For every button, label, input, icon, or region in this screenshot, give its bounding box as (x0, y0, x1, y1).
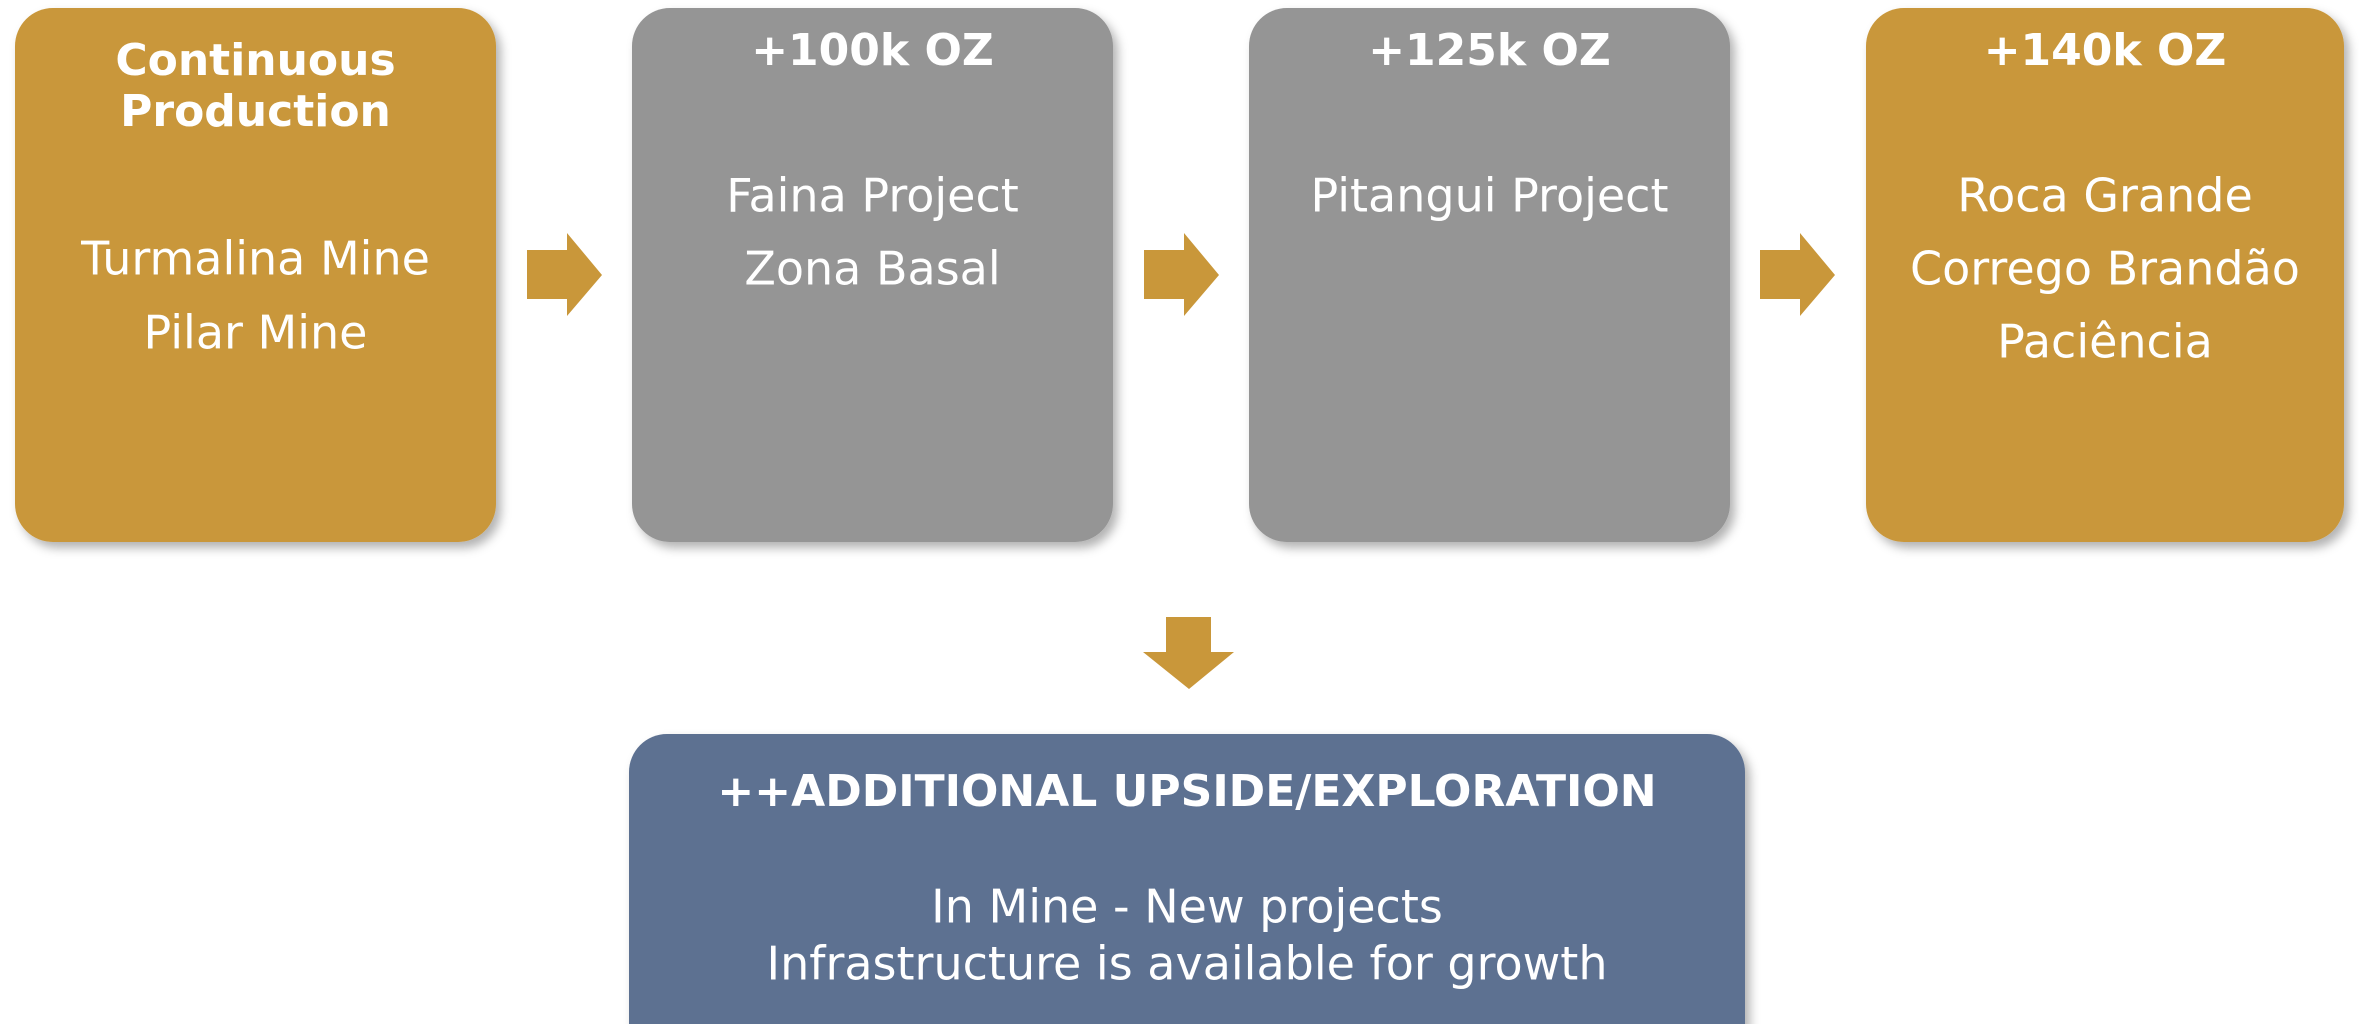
box-line: Faina Project (726, 169, 1019, 223)
box-line: Paciência (1997, 315, 2213, 369)
box-bg (15, 8, 496, 542)
box-line: Zona Basal (744, 242, 1000, 296)
arrow-right (1760, 233, 1835, 316)
box-line: Pitangui Project (1310, 169, 1668, 223)
box-title: +140k OZ (1984, 25, 2227, 76)
box-bg (632, 8, 1113, 542)
stage-box: +100k OZ Faina Project Zona Basal (632, 8, 1113, 542)
upside-box: ++ADDITIONAL UPSIDE/EXPLORATION In Mine -… (629, 734, 1745, 1024)
box-title: +100k OZ (751, 25, 994, 76)
box-line: Corrego Brandão (1910, 242, 2300, 296)
box-line: Turmalina Mine (80, 232, 430, 286)
box-title: Continuous (115, 35, 395, 86)
box-bg (629, 734, 1745, 1024)
box-line: In Mine - New projects (931, 880, 1443, 934)
stage-box: +140k OZ Roca Grande Corrego Brandão Paciên… (1866, 8, 2344, 542)
box-bg (1249, 8, 1730, 542)
box-line: Roca Grande (1957, 169, 2253, 223)
arrow-right (527, 233, 602, 316)
box-title: Production (120, 86, 391, 137)
arrow-down (1143, 617, 1234, 689)
stage-box: +125k OZ Pitangui Project (1249, 8, 1730, 542)
box-line: Pilar Mine (144, 306, 368, 360)
box-title: ++ADDITIONAL UPSIDE/EXPLORATION (717, 766, 1656, 817)
arrow-right (1144, 233, 1219, 316)
box-bg (1866, 8, 2344, 542)
box-line: Infrastructure is available for growth (767, 937, 1608, 991)
arrows (527, 233, 1835, 689)
box-title: +125k OZ (1368, 25, 1611, 76)
